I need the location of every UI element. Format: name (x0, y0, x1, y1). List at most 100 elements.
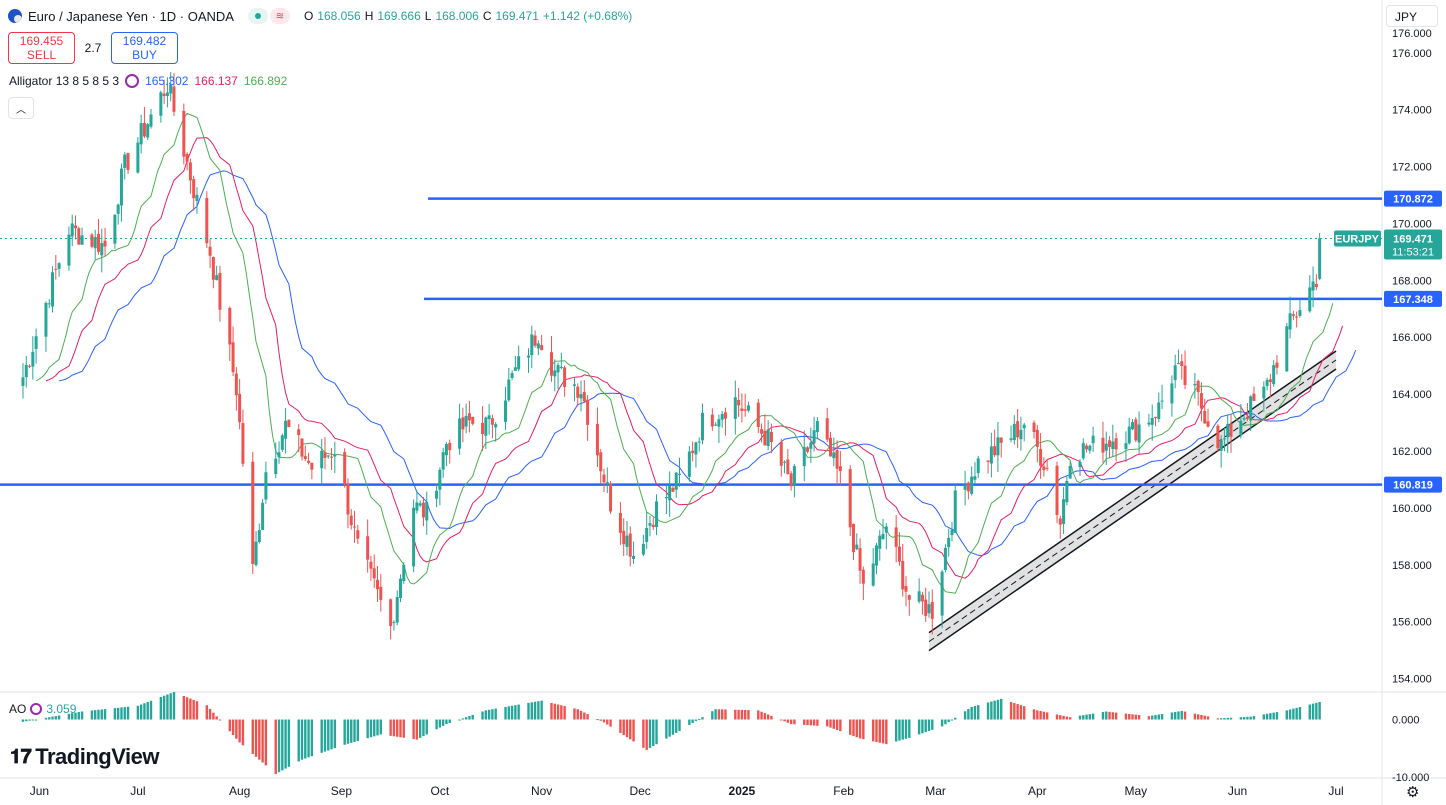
alligator-jaw-line (58, 170, 1357, 557)
candle-body (1104, 443, 1108, 451)
ao-bar (1078, 715, 1082, 720)
ao-bar (143, 703, 146, 720)
candle-body (628, 533, 632, 557)
candle-body (1180, 361, 1184, 367)
ao-bar (1082, 715, 1085, 720)
ao-bar (1111, 712, 1115, 720)
candle-body (464, 415, 468, 427)
ao-settings-icon[interactable] (30, 703, 43, 715)
candle-body (366, 536, 370, 560)
candle-body (986, 460, 990, 462)
ao-bar (1269, 713, 1272, 720)
ao-bar (254, 719, 258, 757)
ao-bar (648, 719, 652, 749)
ao-bar (1203, 715, 1206, 720)
ao-bar (461, 718, 465, 720)
candle-body (733, 397, 737, 419)
spread-value: 2.7 (84, 41, 102, 55)
settings-gear-icon[interactable]: ⚙ (1406, 784, 1420, 801)
candle-body (920, 594, 924, 602)
candle-body (100, 243, 104, 256)
candle-body (815, 420, 819, 433)
ao-bar (560, 705, 563, 720)
candle-body (146, 124, 150, 138)
candle-body (205, 197, 209, 244)
ao-bar (514, 705, 517, 720)
ao-bar (642, 719, 645, 748)
ao-bar (494, 708, 497, 720)
ao-bar (1039, 711, 1042, 720)
indicator-settings-icon[interactable] (125, 74, 140, 88)
candle-body (185, 154, 189, 162)
currency-select[interactable]: JPY (1386, 5, 1438, 27)
candle-body (297, 429, 301, 436)
ao-bar (323, 719, 327, 752)
candle-body (323, 452, 327, 458)
ao-bar (931, 719, 934, 730)
candle-body (563, 367, 567, 387)
ao-bar (346, 719, 350, 744)
ao-bar (556, 704, 560, 720)
trade-panel: 169.455 SELL 2.7 169.482 BUY (8, 32, 178, 64)
candle-body (448, 442, 452, 451)
tradingview-logo[interactable]: 𝟏𝟕 TradingView (10, 744, 159, 769)
sell-button[interactable]: 169.455 SELL (8, 32, 75, 64)
ao-bar (307, 719, 310, 758)
candle-body (838, 466, 842, 472)
symbol-title[interactable]: Euro / Japanese Yen · 1D · OANDA (28, 8, 234, 24)
ao-tick-label: 0.000 (1392, 715, 1420, 727)
ao-bar (894, 719, 898, 742)
ao-bar (392, 719, 396, 737)
ao-bar (655, 719, 658, 745)
ao-bar (862, 719, 865, 740)
candle-body (917, 591, 921, 602)
x-axis-label: Jul (130, 784, 145, 798)
candle-body (1308, 287, 1312, 312)
ao-bar (146, 702, 149, 720)
candle-body (1222, 438, 1226, 440)
candle-body (310, 462, 314, 470)
ao-bar (701, 717, 704, 720)
candle-body (533, 335, 537, 346)
ao-bar (159, 697, 163, 720)
ao-bar (766, 714, 770, 720)
data-wave-icon[interactable]: ≋ (269, 8, 290, 24)
ao-bar (412, 719, 415, 740)
ao-bar (471, 714, 474, 720)
ao-bar (205, 705, 209, 720)
ao-bar (300, 719, 304, 760)
market-status-icon[interactable] (247, 8, 268, 24)
x-axis-label: Feb (833, 784, 854, 798)
candle-body (1147, 422, 1151, 425)
ao-bar (573, 708, 576, 720)
ao-bar (1216, 718, 1220, 720)
alligator-legend[interactable]: Alligator 13 8 5 8 5 3 165.302 166.137 1… (9, 74, 287, 88)
ao-bar (464, 717, 468, 720)
ao-bar (632, 719, 635, 742)
ao-bar (67, 713, 71, 720)
ao-bar (484, 710, 488, 720)
ao-bar (425, 719, 428, 735)
symbol-tag (1334, 230, 1381, 247)
ao-bar (829, 719, 832, 728)
ao-bar (927, 719, 931, 731)
candle-body (234, 373, 238, 396)
candle-body (123, 154, 127, 168)
ao-bar (77, 712, 80, 720)
ao-legend[interactable]: AO 3.059 (9, 702, 76, 716)
ao-bar (901, 719, 904, 740)
candle-body (1291, 314, 1295, 316)
ao-bar (366, 719, 369, 739)
ao-bar (1157, 714, 1160, 720)
candle-body (1314, 283, 1318, 288)
candle-body (47, 303, 51, 305)
candle-body (264, 472, 268, 500)
collapse-legend-icon[interactable]: ︿ (8, 97, 34, 119)
candle-body (595, 423, 599, 456)
candle-body (1196, 380, 1200, 393)
ao-bar (904, 719, 908, 739)
ao-bar (977, 705, 980, 720)
ao-bar (625, 719, 629, 738)
buy-button[interactable]: 169.482 BUY (111, 32, 178, 64)
